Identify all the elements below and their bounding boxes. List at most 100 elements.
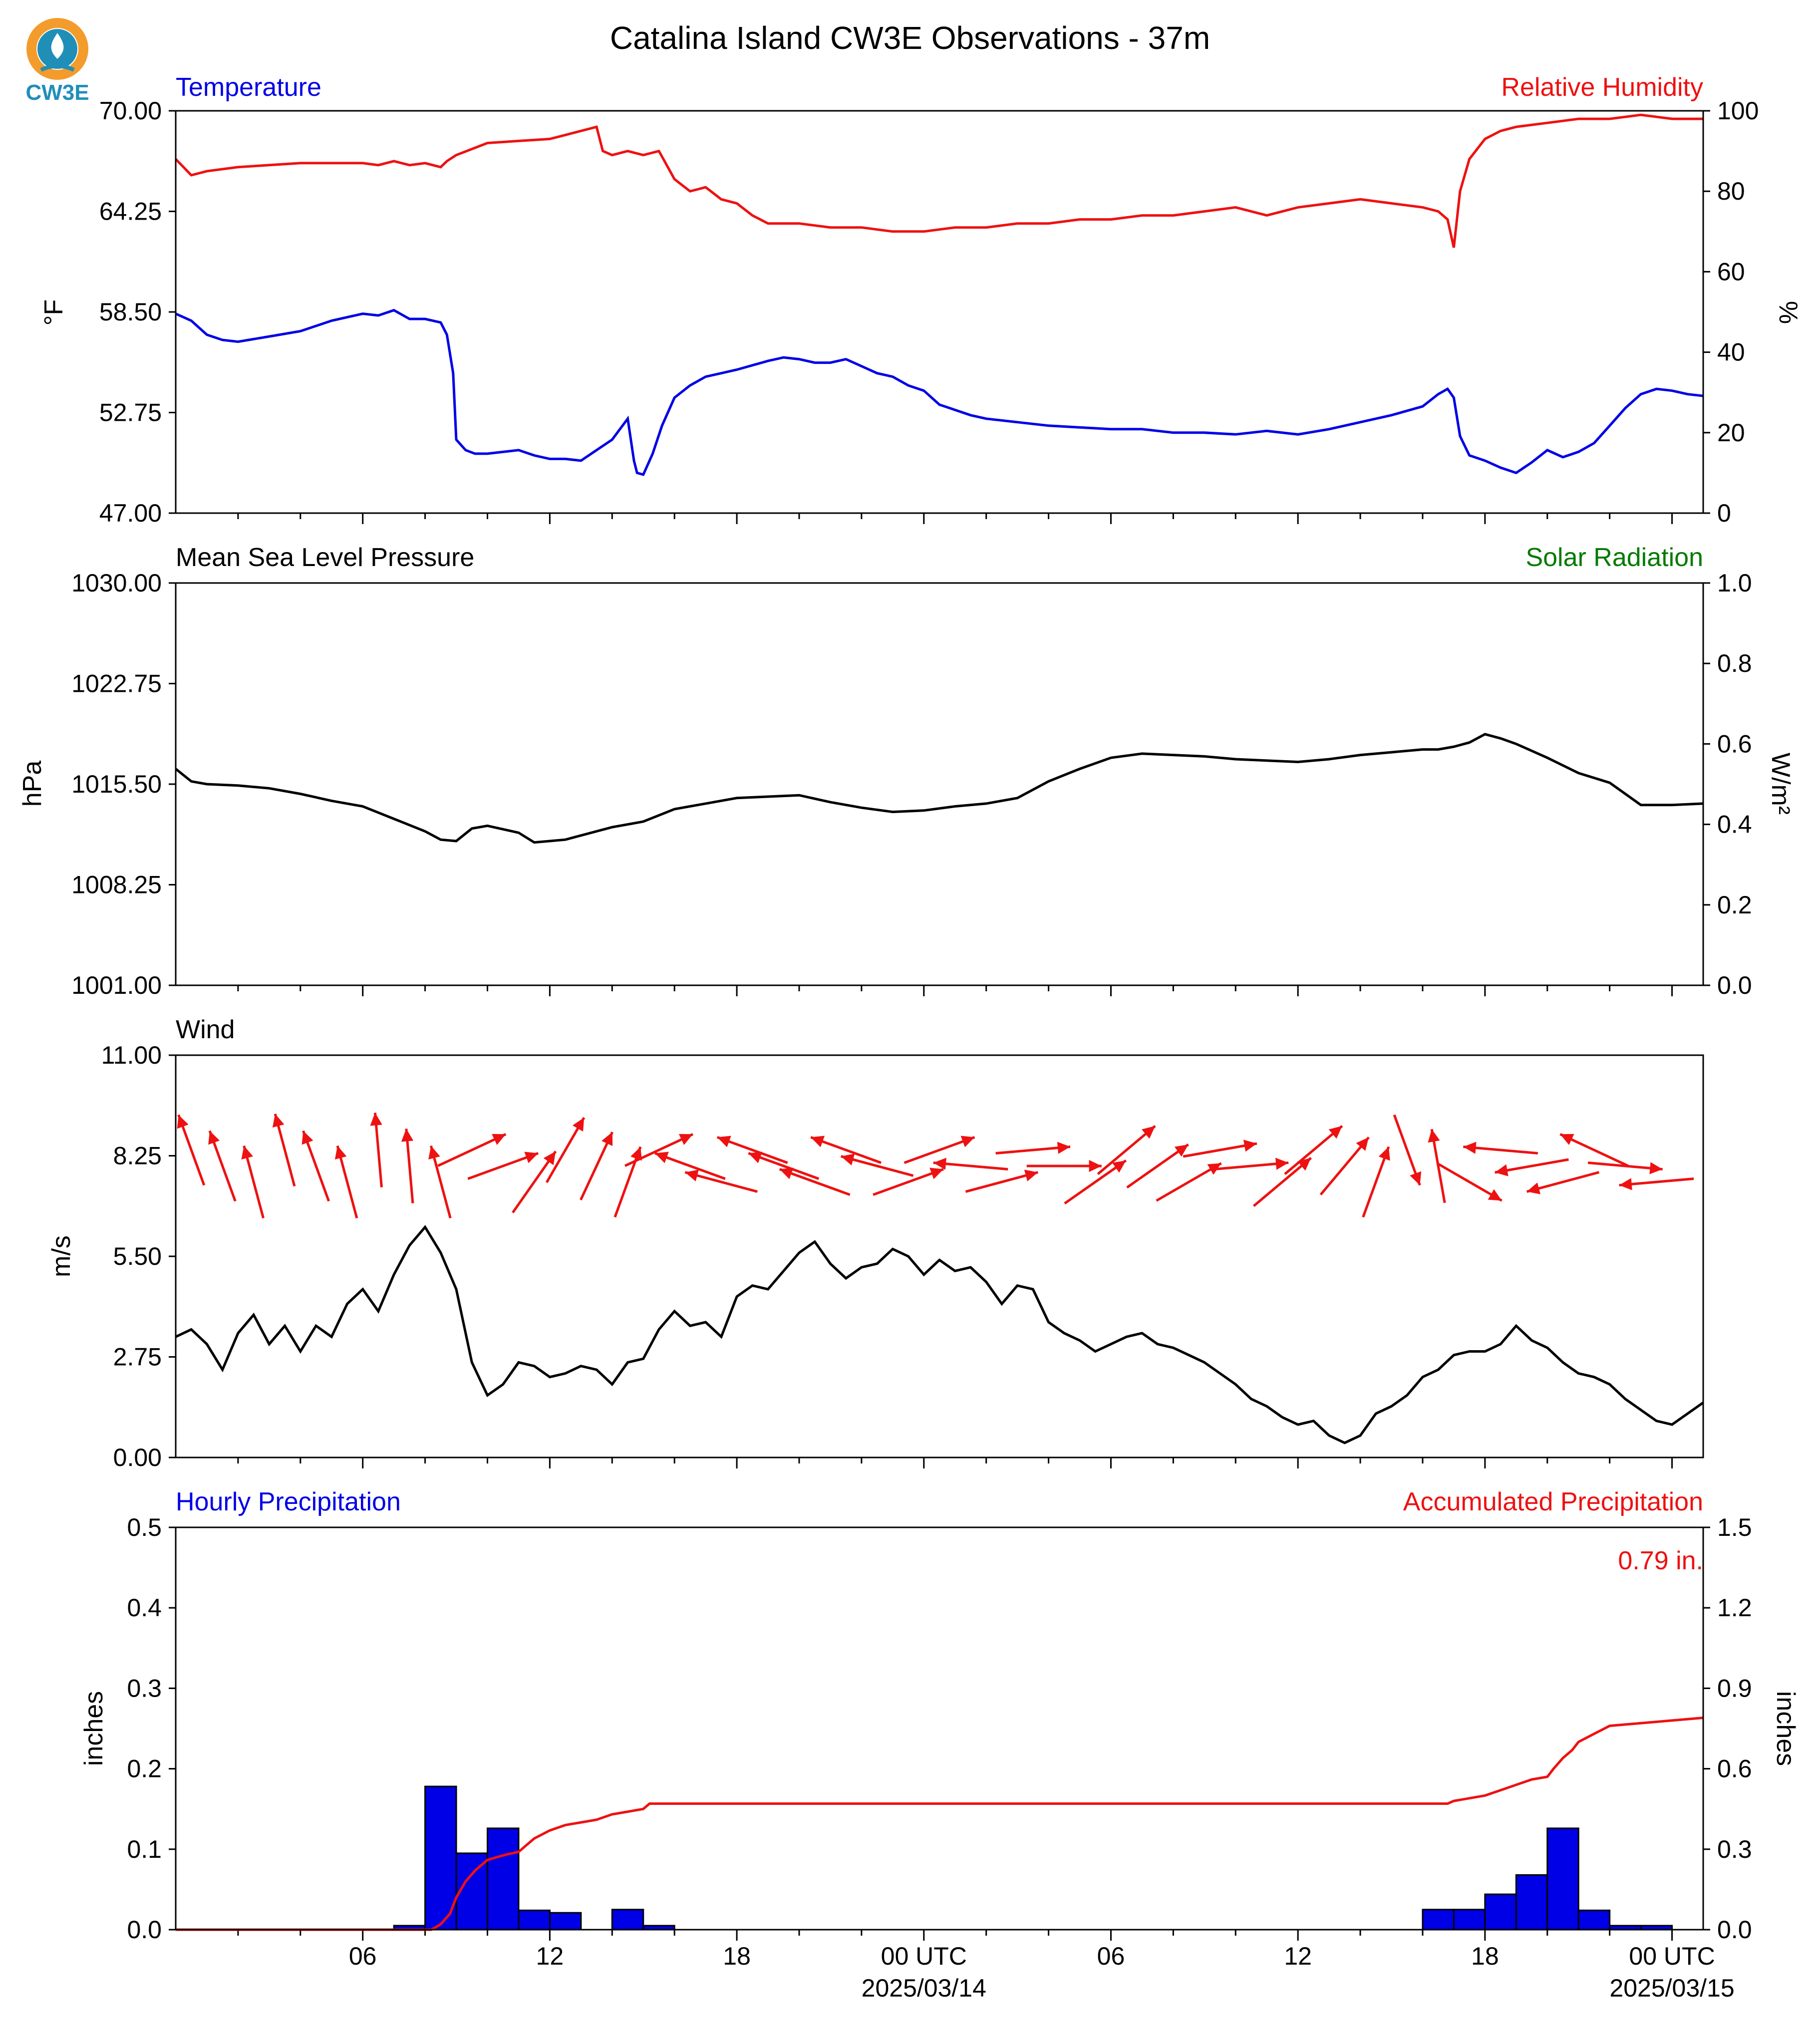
y-tick-label: 58.50: [99, 298, 162, 326]
wind-arrow: [1213, 1158, 1289, 1171]
wind-arrow: [241, 1145, 265, 1219]
wind-arrow: [933, 1158, 1008, 1171]
wind-arrow: [177, 1114, 206, 1186]
precip-bar: [1515, 1874, 1548, 1931]
panel3-frame: [175, 1054, 1704, 1458]
temperature-title: Temperature: [176, 73, 321, 102]
precip-right-y-ticks: 0.0 0.3 0.6 0.9 1.2 1.5: [1703, 1513, 1752, 1944]
wind-arrow: [1587, 1161, 1663, 1174]
wind-arrow: [1097, 1125, 1156, 1175]
y-tick-label: 40: [1717, 338, 1745, 366]
panel-wind: Wind m/s 0.00 2.75 5.50 8.25 11.00: [47, 1015, 1704, 1471]
panel-precipitation: Hourly Precipitation Accumulated Precipi…: [79, 1487, 1800, 2002]
wind-arrow: [1463, 1142, 1538, 1155]
time-tick-label: 00 UTC: [1629, 1942, 1715, 1970]
y-tick-label: 0.0: [127, 1916, 162, 1944]
panel4-time-ticks: [237, 1930, 1673, 1941]
wind-arrow: [1362, 1146, 1390, 1218]
wind-arrow: [1495, 1158, 1569, 1176]
y-tick-label: 5.50: [113, 1242, 162, 1270]
humidity-line: [175, 113, 1703, 248]
y-tick-label: 2.75: [113, 1343, 162, 1371]
wind-arrow: [965, 1169, 1038, 1193]
precip-bar: [1484, 1893, 1517, 1931]
wind-arrow: [512, 1151, 557, 1213]
y-tick-label: 100: [1717, 97, 1759, 125]
y-tick-label: 0.6: [1717, 1755, 1752, 1783]
y-tick-label: 60: [1717, 258, 1745, 286]
y-tick-label: 0.0: [1717, 971, 1752, 999]
wind-arrow: [841, 1154, 914, 1177]
precip-bar: [518, 1909, 551, 1931]
wind-arrow: [624, 1133, 693, 1167]
wind-arrow: [208, 1130, 237, 1202]
wind-arrow: [684, 1169, 758, 1193]
wind-arrow: [370, 1113, 383, 1187]
precip-bar: [1577, 1909, 1611, 1931]
wind-arrow: [1026, 1159, 1102, 1172]
pressure-title: Mean Sea Level Pressure: [176, 543, 474, 572]
precip-bar: [1422, 1909, 1455, 1931]
y-tick-label: 0.0: [1717, 1916, 1752, 1944]
y-tick-label: 1008.25: [71, 871, 162, 899]
logo-wave: [40, 64, 75, 72]
wind-arrow: [995, 1142, 1071, 1155]
precip-bar: [424, 1785, 457, 1931]
wind-arrow: [1319, 1136, 1370, 1196]
y-tick-label: 8.25: [113, 1142, 162, 1170]
precip-bar: [486, 1827, 520, 1931]
hourly-precip-bars: [393, 1785, 1673, 1931]
hourly-precip-title: Hourly Precipitation: [176, 1487, 401, 1516]
y-tick-label: 1.2: [1717, 1594, 1752, 1622]
panel-temperature-humidity: Temperature Relative Humidity °F % 47.00…: [39, 73, 1803, 527]
solar-radiation-title: Solar Radiation: [1525, 543, 1703, 572]
accumulated-precip-title: Accumulated Precipitation: [1403, 1487, 1703, 1516]
cw3e-logo: CW3E: [25, 18, 89, 105]
time-tick-label: 00 UTC: [881, 1942, 967, 1970]
wind-arrow: [1436, 1162, 1503, 1202]
time-axis-labels: 06 12 18 00 UTC 2025/03/14 06 12 18 00 UTC 2025/0…: [349, 1942, 1735, 2002]
precip-right-axis-label: inches: [1771, 1691, 1800, 1766]
wind-arrow: [613, 1146, 642, 1218]
wind-arrow: [545, 1117, 586, 1183]
y-tick-label: 0.9: [1717, 1674, 1752, 1702]
wind-y-ticks: 0.00 2.75 5.50 8.25 11.00: [101, 1041, 176, 1471]
temperature-line: [175, 308, 1704, 476]
humidity-title: Relative Humidity: [1501, 73, 1703, 102]
wind-arrow: [1619, 1177, 1694, 1190]
wind-arrow: [334, 1145, 358, 1219]
y-tick-label: 1.5: [1717, 1513, 1752, 1541]
wind-arrow: [1428, 1129, 1446, 1203]
wind-arrow: [302, 1130, 330, 1202]
y-tick-label: 0.6: [1717, 730, 1752, 758]
panel2-time-ticks: [237, 985, 1673, 996]
y-tick-label: 80: [1717, 177, 1745, 205]
wind-arrow: [272, 1113, 296, 1187]
panel2-frame: [175, 582, 1704, 986]
precip-left-axis-label: inches: [79, 1691, 108, 1766]
y-tick-label: 0.3: [1717, 1835, 1752, 1863]
y-tick-label: 0.4: [127, 1594, 162, 1622]
wind-arrow: [428, 1145, 452, 1219]
y-tick-label: 1.0: [1717, 569, 1752, 597]
panel4-frame: [175, 1526, 1704, 1931]
panel1-frame: [175, 110, 1704, 514]
wind-arrow: [1526, 1171, 1600, 1194]
y-tick-label: 0.5: [127, 1513, 162, 1541]
wind-direction-arrows: [177, 1113, 1694, 1219]
y-tick-label: 0.4: [1717, 811, 1752, 839]
date-label: 2025/03/14: [862, 1974, 986, 2002]
temperature-axis-label: °F: [39, 299, 68, 326]
wind-arrow: [654, 1152, 726, 1180]
wind-arrow: [716, 1136, 788, 1164]
precip-bar: [1453, 1909, 1486, 1931]
wind-axis-label: m/s: [47, 1235, 76, 1277]
time-tick-label: 06: [1097, 1942, 1125, 1970]
time-tick-label: 06: [349, 1942, 377, 1970]
wind-arrow: [904, 1136, 975, 1164]
y-tick-label: 0.8: [1717, 649, 1752, 677]
panel3-time-ticks: [237, 1457, 1673, 1468]
wind-arrow: [580, 1131, 614, 1201]
